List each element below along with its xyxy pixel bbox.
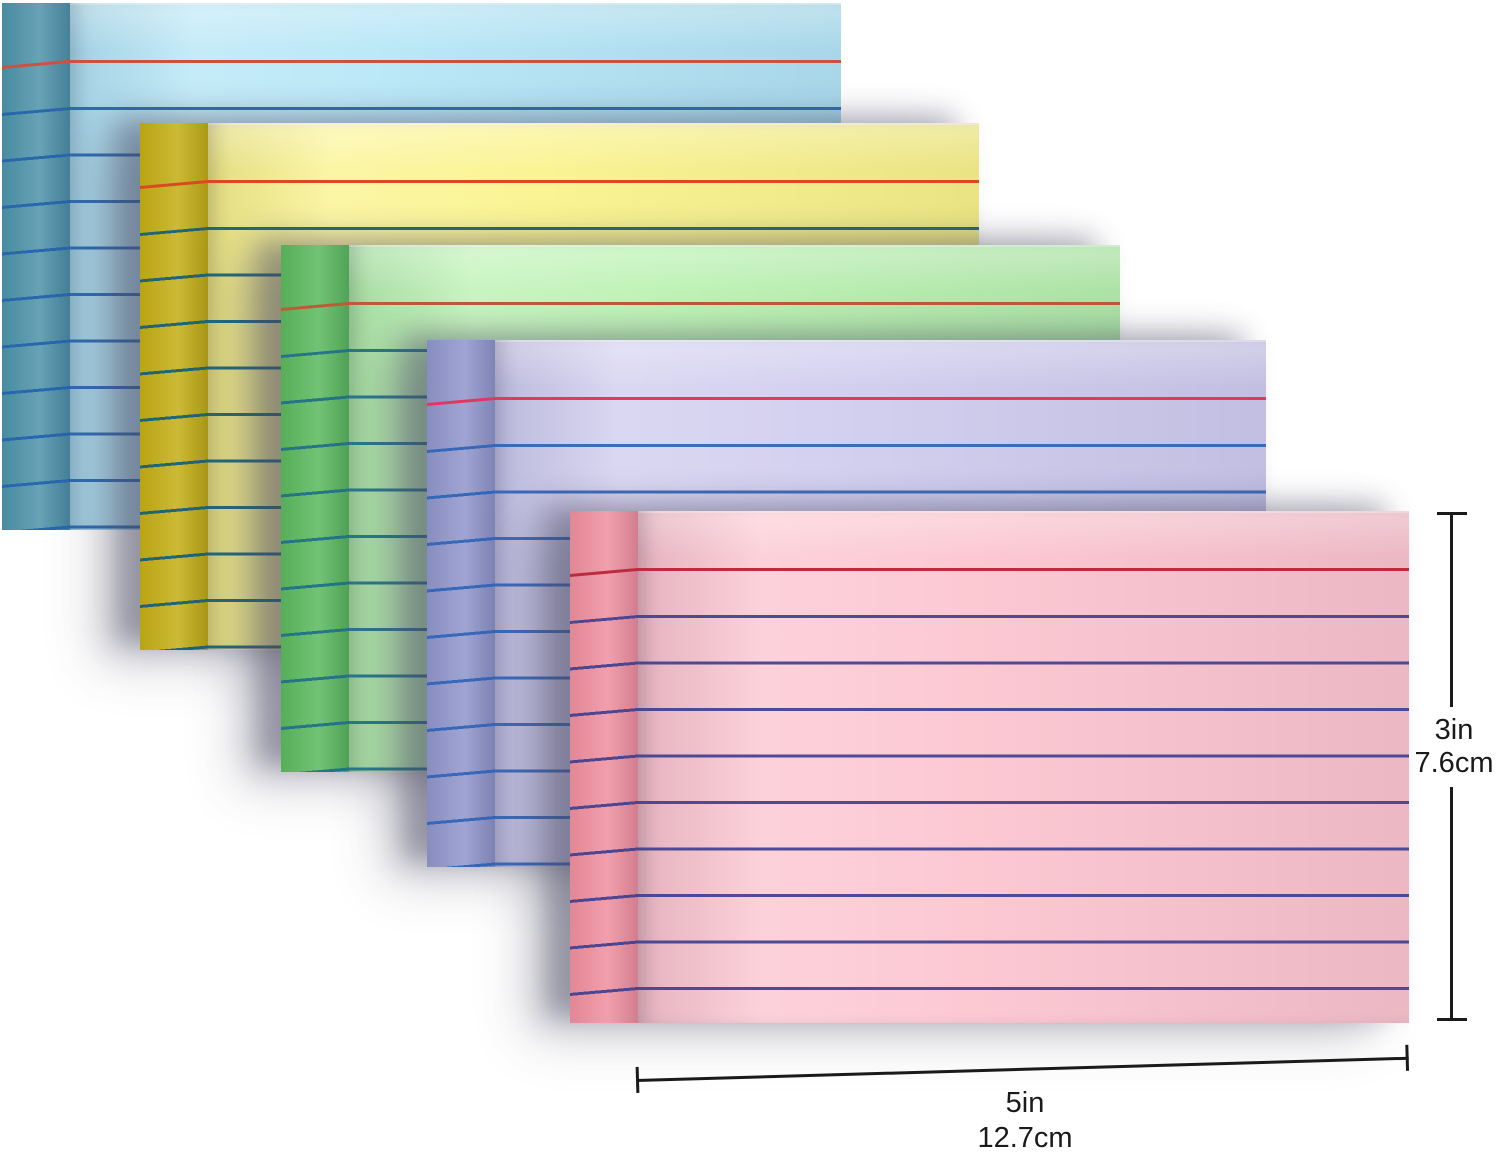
card-stack-side-ruling-pink: [570, 511, 638, 1023]
card-stack-side-ruling-purple: [427, 340, 495, 867]
width-dimension-labels: 5in 12.7cm: [880, 1086, 1170, 1156]
card-rules-purple-side: [427, 444, 495, 867]
card-headline-rule-purple: [495, 397, 1266, 400]
card-rules-blue-side: [2, 107, 70, 530]
card-headline-rule-blue: [70, 60, 841, 63]
height-dimension-bottom-cap: [1437, 1018, 1467, 1021]
card-stack-side-edge-pink: [570, 511, 638, 1023]
card-stack-side-edge-green: [281, 245, 349, 772]
card-headline-rule-purple-side: [427, 397, 495, 406]
card-headline-rule-blue-side: [2, 60, 70, 69]
card-headline-rule-yellow-side: [140, 180, 208, 189]
card-stack-side-edge-yellow: [140, 123, 208, 650]
width-label-metric: 12.7cm: [977, 1122, 1073, 1154]
card-stack-side-ruling-yellow: [140, 123, 208, 650]
index-card-stack-pink: [570, 511, 1409, 1023]
card-rules-pink-side: [570, 615, 638, 1023]
height-dimension-line-upper: [1450, 514, 1453, 707]
card-headline-rule-pink: [638, 568, 1409, 571]
index-card-front-pink: [638, 511, 1409, 1023]
card-headline-rule-yellow: [208, 180, 979, 183]
width-label-inches: 5in: [1005, 1087, 1045, 1119]
height-dimension-line-lower: [1450, 787, 1453, 1020]
card-stack-side-ruling-blue: [2, 3, 70, 530]
width-dimension-right-cap: [1405, 1044, 1410, 1071]
width-dimension-bar: [635, 1056, 1409, 1082]
height-label-metric: 7.6cm: [1414, 747, 1494, 779]
height-dimension-top-cap: [1437, 512, 1467, 515]
card-stack-side-ruling-green: [281, 245, 349, 772]
card-rules-yellow-side: [140, 227, 208, 650]
card-stack-side-edge-purple: [427, 340, 495, 867]
card-rules-green-side: [281, 349, 349, 772]
card-stack-side-edge-blue: [2, 3, 70, 530]
card-headline-rule-green: [349, 302, 1120, 305]
height-label-inches: 3in: [1434, 714, 1474, 746]
card-headline-rule-pink-side: [570, 568, 638, 577]
height-dimension-labels: 3in 7.6cm: [1384, 714, 1500, 780]
card-rules-pink: [638, 615, 1409, 1023]
card-headline-rule-green-side: [281, 302, 349, 311]
